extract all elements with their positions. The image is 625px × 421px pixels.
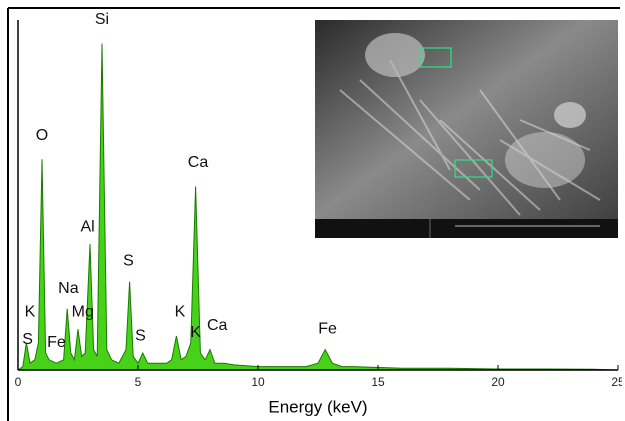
peak-label: Ca [207, 317, 228, 334]
peak-label: Al [80, 219, 94, 236]
x-axis-label: Energy (keV) [268, 397, 367, 416]
x-tick-label: 15 [371, 375, 385, 389]
peak-label: Na [58, 280, 79, 297]
peak-label: Si [95, 11, 109, 28]
sem-region [420, 47, 452, 68]
peak-label: S [123, 253, 134, 270]
spectrum-area [18, 43, 618, 370]
sem-particle [365, 33, 425, 77]
x-tick-label: 5 [135, 375, 142, 389]
x-tick-label: 10 [251, 375, 265, 389]
peak-label: Fe [47, 334, 66, 351]
peak-label: S [22, 331, 33, 348]
sem-info-bar [315, 219, 618, 238]
spectrum-line [17, 43, 619, 371]
sem-region [454, 159, 493, 178]
peak-label: K [190, 324, 201, 341]
sem-inset [315, 20, 618, 238]
sem-particle [554, 102, 586, 128]
peak-label: Fe [318, 321, 337, 338]
peak-label: K [25, 304, 36, 321]
peak-label: O [36, 127, 48, 144]
x-tick-label: 25 [611, 375, 625, 389]
sem-particle [505, 132, 585, 188]
x-tick-label: 20 [491, 375, 505, 389]
x-tick-label: 0 [15, 375, 22, 389]
peak-label: S [135, 327, 146, 344]
peak-label: Mg [72, 304, 94, 321]
peak-label: Ca [188, 154, 209, 171]
peak-label: K [175, 304, 186, 321]
sem-image [315, 20, 618, 238]
